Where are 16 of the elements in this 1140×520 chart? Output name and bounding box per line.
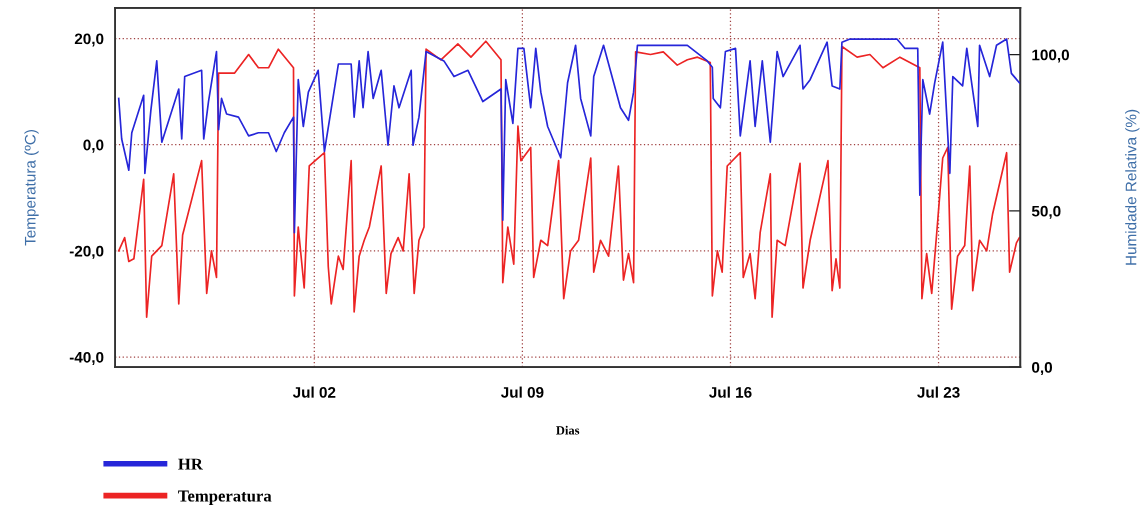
y2-tick-label: 0,0	[1032, 361, 1053, 376]
y-tick-label: 0,0	[83, 139, 104, 153]
x-tick-label: Jul 16	[709, 386, 752, 398]
y-tick-label: -20,0	[69, 245, 104, 259]
y-axis-title: Temperatura (ºC)	[24, 130, 39, 246]
legend-label: HR	[178, 458, 204, 470]
y-tick-label: 20,0	[74, 33, 104, 47]
x-tick-label: Jul 23	[917, 386, 960, 398]
y2-axis-title: Humidade Relativa (%)	[1125, 109, 1140, 265]
y2-tick-label: 50,0	[1031, 205, 1061, 219]
x-axis-title: Dias	[556, 425, 580, 435]
y2-tick-label: 100,0	[1032, 49, 1070, 63]
x-tick-label: Jul 02	[292, 386, 336, 398]
legend-label: Temperatura	[178, 490, 272, 505]
x-tick-label: Jul 09	[500, 386, 544, 398]
y-tick-label: -40,0	[69, 351, 104, 365]
